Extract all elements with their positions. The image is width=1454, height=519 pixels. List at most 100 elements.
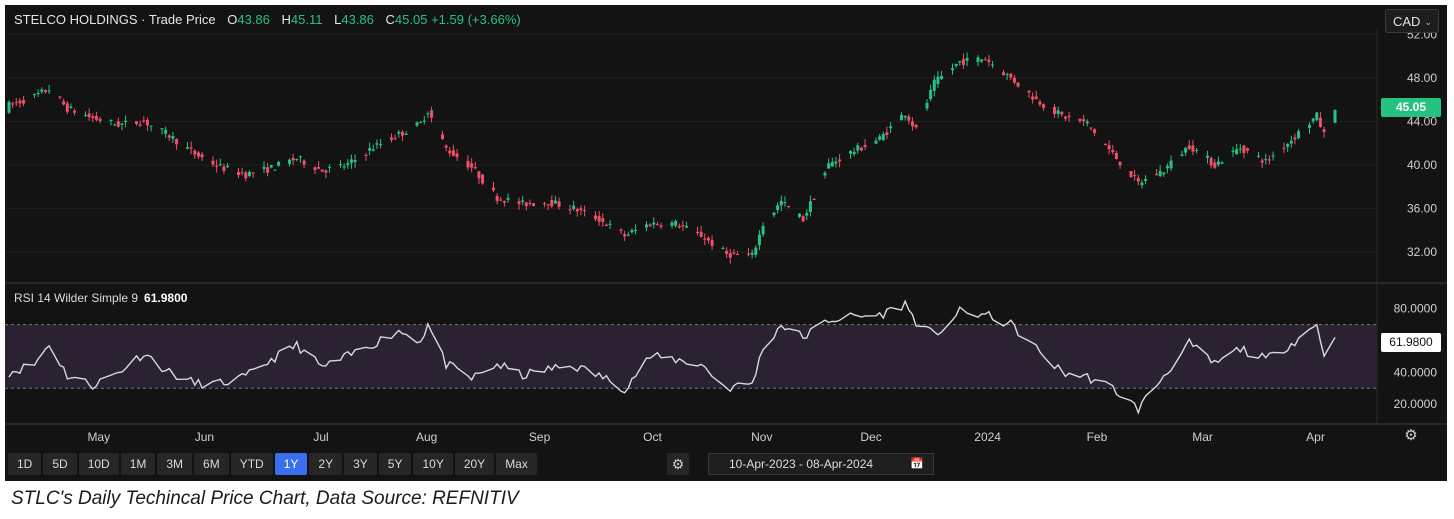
candle (393, 138, 397, 140)
candle (193, 150, 197, 155)
candle (808, 201, 812, 212)
candle (772, 212, 776, 216)
candle (1158, 170, 1162, 176)
candle (940, 76, 944, 79)
candle (499, 199, 503, 201)
range-button-20y[interactable]: 20Y (454, 453, 495, 475)
candle (958, 61, 962, 63)
range-button-2y[interactable]: 2Y (309, 453, 343, 475)
candle (1162, 172, 1166, 175)
range-button-max[interactable]: Max (496, 453, 537, 475)
currency-select[interactable]: CAD ⌄ (1385, 9, 1439, 33)
candle (575, 209, 579, 212)
candle (167, 135, 171, 138)
low-label: L (334, 12, 342, 27)
candle (1187, 145, 1191, 149)
x-tick-label: Nov (751, 430, 772, 444)
range-button-ytd[interactable]: YTD (230, 453, 273, 475)
candle (145, 119, 149, 126)
candle (65, 103, 69, 112)
candle (87, 113, 91, 118)
candle (94, 116, 98, 120)
chart-canvas[interactable]: 32.0036.0040.0044.0048.0052.0020.000040.… (5, 5, 1447, 481)
candle (1031, 96, 1035, 100)
candle (783, 202, 787, 204)
candle (353, 159, 357, 163)
candle (240, 172, 244, 174)
candle (619, 229, 623, 231)
candle (492, 187, 495, 191)
candle (1042, 104, 1046, 108)
candle (550, 200, 554, 207)
candle (339, 164, 342, 166)
candle (1078, 118, 1082, 122)
candle (1184, 147, 1188, 153)
candle (1133, 175, 1137, 177)
candle (1082, 119, 1086, 122)
candle (1297, 131, 1301, 139)
x-tick-label: Oct (643, 430, 662, 444)
range-button-3y[interactable]: 3Y (344, 453, 377, 475)
candle (186, 147, 189, 149)
close-label: C (385, 12, 395, 27)
candle (1322, 129, 1326, 132)
candle (980, 59, 984, 62)
candle (929, 89, 933, 100)
gear-icon[interactable]: ⚙ (1404, 427, 1418, 444)
range-button-5d[interactable]: 5D (43, 453, 77, 475)
candle (473, 167, 477, 169)
candle (1140, 182, 1144, 186)
candle (1165, 165, 1169, 169)
range-button-1d[interactable]: 1D (8, 453, 42, 475)
candle (1191, 145, 1195, 152)
candle (881, 134, 885, 141)
candle (1085, 121, 1089, 124)
candle (1267, 159, 1271, 161)
gear-icon[interactable]: ⚙ (667, 453, 689, 475)
candle (805, 212, 809, 216)
candle (670, 222, 674, 226)
range-button-10d[interactable]: 10D (78, 453, 119, 475)
range-button-6m[interactable]: 6M (194, 453, 229, 475)
candle (991, 64, 995, 66)
candle (1060, 111, 1064, 115)
candle (237, 171, 240, 176)
candle (1235, 149, 1239, 155)
candle (375, 143, 379, 145)
candle (1169, 160, 1173, 169)
candle (1016, 82, 1020, 87)
candle (328, 166, 332, 168)
candle (1209, 158, 1213, 166)
candle (900, 115, 903, 121)
figure-caption: STLC's Daily Techincal Price Chart, Data… (11, 488, 519, 509)
range-button-10y[interactable]: 10Y (413, 453, 453, 475)
candle (368, 148, 372, 151)
candle (247, 172, 251, 177)
candle (983, 59, 987, 61)
candle (313, 167, 317, 171)
candle (597, 216, 601, 222)
candle (1195, 150, 1199, 152)
range-button-1y[interactable]: 1Y (274, 453, 308, 475)
candle (397, 131, 401, 134)
rsi-label: RSI 14 Wilder Simple 9 (14, 291, 139, 305)
candle (1063, 116, 1067, 119)
date-range-picker[interactable]: 10-Apr-2023 - 08-Apr-2024 📅 (708, 453, 934, 475)
candle (801, 216, 805, 222)
range-button-1m[interactable]: 1M (120, 453, 156, 475)
range-button-3m[interactable]: 3M (157, 453, 193, 475)
candle (84, 115, 87, 117)
x-tick-label: Aug (416, 430, 437, 444)
candle (1271, 155, 1275, 157)
candle (1144, 178, 1148, 181)
chevron-down-icon: ⌄ (1424, 17, 1432, 27)
candle (269, 165, 273, 168)
range-button-5y[interactable]: 5Y (378, 453, 412, 475)
candle (543, 203, 546, 205)
candle (109, 119, 113, 121)
candle (1056, 110, 1060, 114)
candle (965, 57, 969, 61)
range-button-bar: 1D 5D 10D 1M 3M 6M YTD 1Y 2Y 3Y 5Y 10Y 20Y Max (8, 453, 539, 475)
candle (659, 225, 663, 227)
candle (317, 167, 321, 169)
